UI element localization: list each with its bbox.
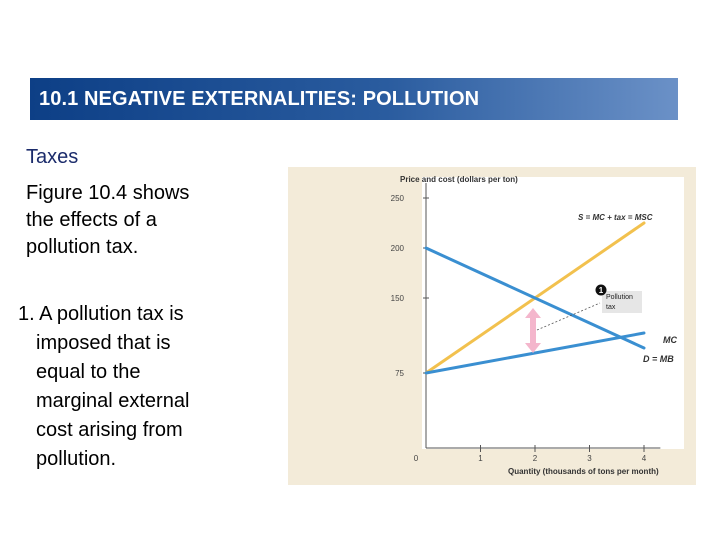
supply-label: S = MC + tax = MSC [578, 213, 653, 222]
intro-line: pollution tax. [26, 236, 139, 258]
x-tick-label: 0 [414, 454, 419, 463]
point-line: imposed that is [36, 332, 171, 354]
slide-title: 10.1 NEGATIVE EXTERNALITIES: POLLUTION [39, 87, 480, 110]
x-tick-label: 2 [533, 454, 538, 463]
x-tick-label: 3 [587, 454, 592, 463]
marker-circle [595, 284, 607, 296]
x-axis-title: Quantity (thousands of tons per month) [508, 467, 659, 476]
point-line: A pollution tax is [39, 303, 184, 325]
y-axis-title: Price and cost (dollars per ton) [400, 175, 518, 184]
intro-paragraph: Figure 10.4 shows the effects of a pollu… [26, 180, 246, 261]
point-line: equal to the [36, 361, 141, 383]
callout-text: tax [606, 304, 616, 311]
y-tick-label: 75 [395, 369, 404, 378]
marker-number: 1 [599, 286, 604, 295]
intro-line: the effects of a [26, 209, 157, 231]
point-line: marginal external [36, 390, 190, 412]
callout-text: Pollution [606, 294, 633, 301]
callout-box [602, 291, 642, 313]
tax-arrow-head-top [525, 308, 541, 318]
pollution-tax-chart: Price and cost (dollars per ton) Quantity… [391, 175, 684, 476]
chart-axes: Price and cost (dollars per ton) Quantity… [400, 175, 661, 476]
y-tick-label: 150 [391, 294, 405, 303]
point-line: cost arising from [36, 419, 183, 441]
numbered-point: 1. A pollution tax is imposed that is eq… [18, 300, 238, 474]
x-tick-label: 4 [642, 454, 647, 463]
point-number: 1. [18, 303, 35, 325]
chart-annotations: Pollution tax 1 [525, 284, 642, 353]
intro-line: Figure 10.4 shows [26, 182, 190, 204]
callout-leader [536, 302, 601, 331]
mc-line [424, 331, 646, 375]
y-tick-label: 200 [391, 244, 405, 253]
point-line: pollution. [36, 448, 117, 470]
section-heading: Taxes [26, 146, 79, 168]
chart-ticks: 75 150 200 250 0 1 2 3 4 [391, 194, 647, 463]
x-tick-label: 1 [478, 454, 483, 463]
slide-title-bar: 10.1 NEGATIVE EXTERNALITIES: POLLUTION [30, 78, 678, 120]
mc-label: MC [663, 335, 677, 345]
y-tick-label: 250 [391, 194, 405, 203]
demand-label: D = MB [643, 354, 674, 364]
tax-arrow-head-bottom [525, 343, 541, 353]
chart-series: S = MC + tax = MSC MC D = MB [424, 213, 677, 375]
demand-mb-line [424, 246, 646, 350]
